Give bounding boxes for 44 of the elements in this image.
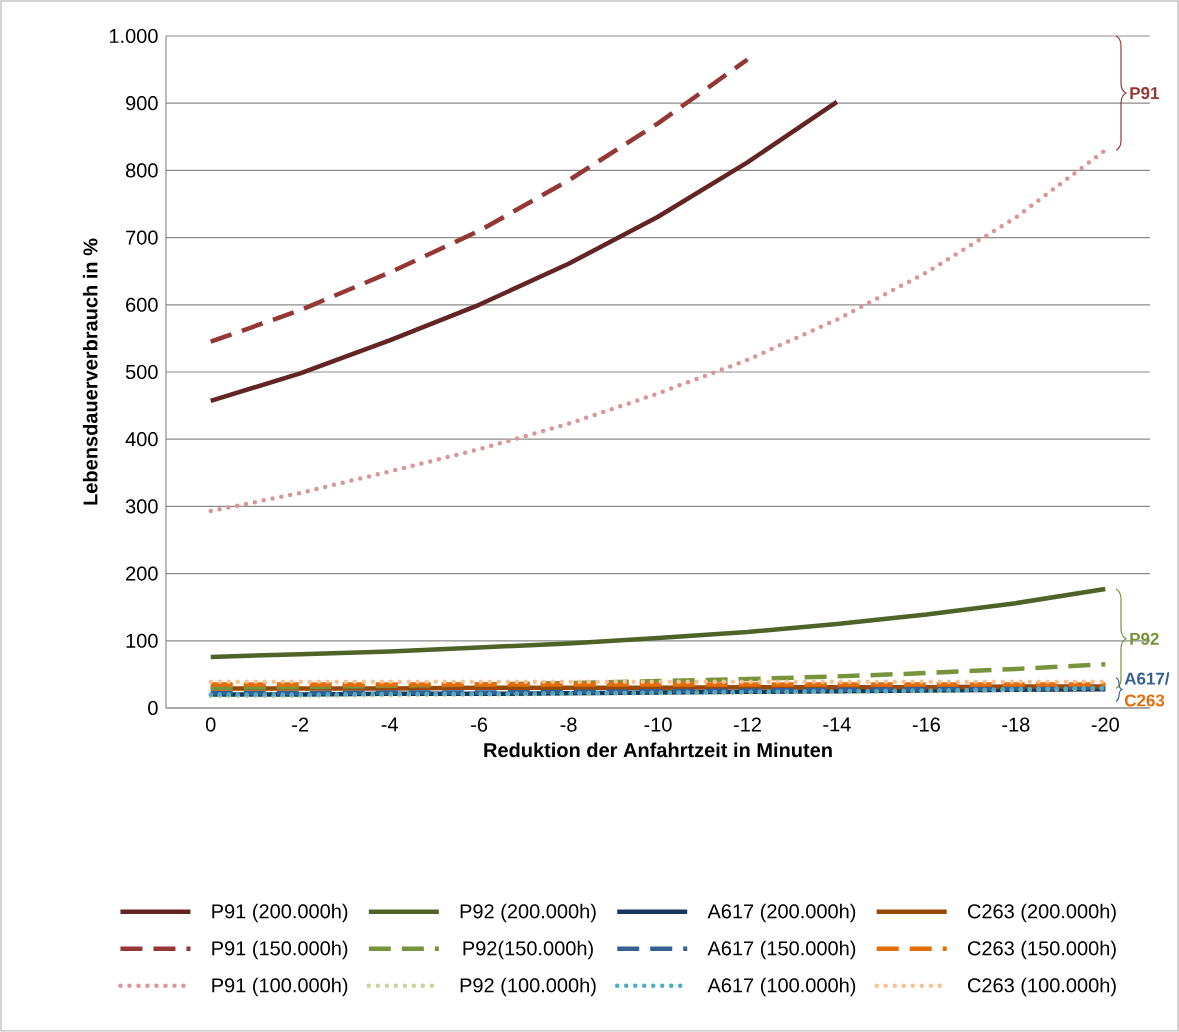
x-tick-label: -10 — [644, 717, 672, 732]
line-series — [208, 147, 1108, 514]
legend-label: A617 (100.000h) — [707, 977, 856, 997]
y-tick-label: 1.000 — [109, 28, 158, 44]
y-tick-label: 500 — [125, 364, 158, 380]
legend-label: A617 (150.000h) — [707, 940, 856, 960]
legend-label: P91 (150.000h) — [212, 940, 348, 960]
annotation: P92 — [1130, 632, 1159, 645]
x-tick-label: -14 — [823, 717, 851, 732]
y-tick-label: 600 — [126, 297, 158, 312]
x-tick-label: -18 — [1002, 717, 1030, 732]
y-tick-label: 200 — [126, 566, 158, 581]
y-tick-label: 300 — [125, 499, 158, 514]
x-tick-label: -2 — [292, 717, 309, 732]
x-tick-label: -8 — [560, 717, 577, 732]
x-tick-label: -6 — [471, 717, 488, 732]
y-axis-title: Lebensdauerverbrauch in % — [82, 238, 98, 505]
x-tick-label: -4 — [381, 717, 398, 732]
x-tick-label: -20 — [1091, 717, 1119, 732]
x-tick-label: -12 — [733, 717, 761, 732]
legend-label: P91 (200.000h) — [212, 903, 348, 923]
line-series — [208, 57, 750, 344]
legend-label: C263 (150.000h) — [967, 940, 1116, 960]
annotation: C263 — [1124, 694, 1165, 707]
y-tick-label: 700 — [126, 230, 158, 245]
x-tick-label: -16 — [912, 717, 940, 732]
legend-label: P92(150.000h) — [463, 940, 593, 960]
line-series — [208, 99, 840, 404]
legend-label: P92 (200.000h) — [460, 903, 596, 923]
y-tick-label: 900 — [126, 96, 158, 111]
y-tick-label: 400 — [125, 432, 158, 447]
x-axis-title: Reduktion der Anfahrtzeit in Minuten — [484, 742, 832, 758]
y-tick-label: 100 — [126, 633, 158, 648]
annotation: P91 — [1130, 87, 1159, 100]
y-tick-label: 800 — [125, 163, 158, 178]
y-tick-label: 0 — [148, 700, 158, 716]
legend-label: P91 (100.000h) — [212, 977, 348, 997]
annotation: A617/ — [1124, 672, 1170, 685]
legend-label: C263 (100.000h) — [967, 977, 1116, 997]
legend-label: C263 (200.000h) — [967, 903, 1116, 923]
x-tick-label: 0 — [205, 717, 216, 732]
line-series — [208, 586, 1108, 660]
legend-label: A617 (200.000h) — [707, 903, 856, 923]
legend-label: P92 (100.000h) — [460, 977, 596, 997]
